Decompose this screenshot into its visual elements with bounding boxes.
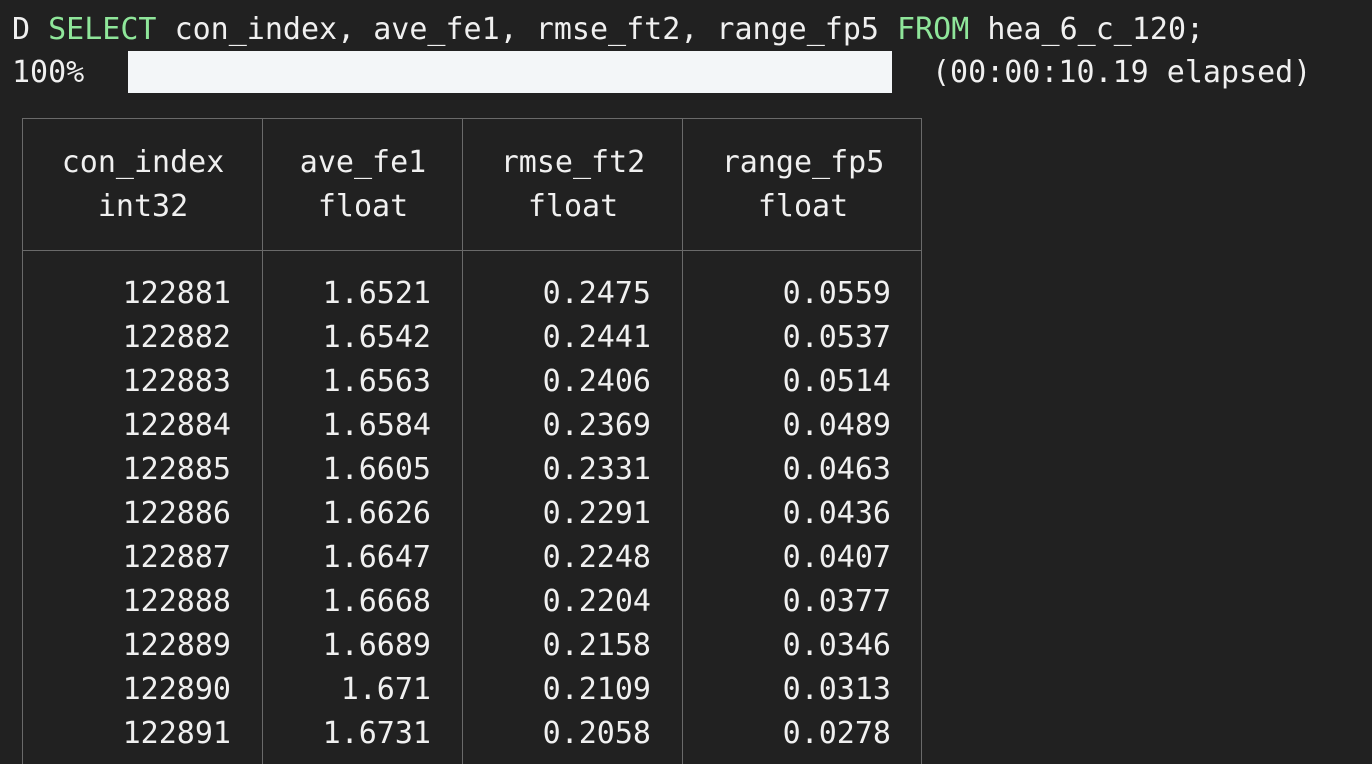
table-cell: 0.0537 — [782, 320, 891, 355]
table-cell: 0.2204 — [542, 584, 651, 619]
column-name: ave_fe1 — [299, 145, 427, 180]
select-columns: con_index, ave_fe1, rmse_ft2, range_fp5 — [174, 12, 879, 47]
table-cell: 0.0463 — [782, 452, 891, 487]
table-cell: 1.6626 — [322, 496, 431, 531]
table-cell: 0.0559 — [782, 276, 891, 311]
column-type: float — [527, 189, 619, 224]
table-cell: 0.2406 — [542, 364, 651, 399]
table-cell: 122891 — [122, 716, 231, 751]
column-type: float — [757, 189, 849, 224]
column-name: rmse_ft2 — [500, 145, 646, 180]
table-cell: 122887 — [122, 540, 231, 575]
sql-command-line: D SELECT con_index, ave_fe1, rmse_ft2, r… — [12, 8, 1204, 52]
table-cell: 122888 — [122, 584, 231, 619]
select-keyword: SELECT — [48, 12, 157, 47]
elapsed-time: (00:00:10.19 elapsed) — [932, 55, 1312, 90]
table-cell: 122881 — [122, 276, 231, 311]
table-cell: 122882 — [122, 320, 231, 355]
table-cell: 0.2475 — [542, 276, 651, 311]
table-cell: 1.6563 — [322, 364, 431, 399]
table-cell: 0.0489 — [782, 408, 891, 443]
from-keyword: FROM — [897, 12, 970, 47]
table-cell: 122884 — [122, 408, 231, 443]
table-cell: 1.6605 — [322, 452, 431, 487]
table-cell: 1.6521 — [322, 276, 431, 311]
table-cell: 122885 — [122, 452, 231, 487]
column-type: float — [317, 189, 409, 224]
table-name: hea_6_c_120; — [987, 12, 1205, 47]
table-cell: 1.6584 — [322, 408, 431, 443]
column-divider — [682, 119, 683, 764]
table-cell: 0.0346 — [782, 628, 891, 663]
progress-percent: 100% — [12, 55, 85, 90]
table-cell: 0.0278 — [782, 716, 891, 751]
table-cell: 0.2331 — [542, 452, 651, 487]
table-cell: 1.6542 — [322, 320, 431, 355]
column-type: int32 — [97, 189, 189, 224]
table-cell: 1.6668 — [322, 584, 431, 619]
column-header-con-index: con_index int32 — [23, 141, 263, 229]
table-cell: 0.0436 — [782, 496, 891, 531]
column-name: con_index — [61, 145, 225, 180]
progress-bar — [128, 51, 892, 93]
column-divider — [462, 119, 463, 764]
progress-bar-fill — [128, 51, 892, 93]
column-divider — [262, 119, 263, 764]
table-cell: 0.0313 — [782, 672, 891, 707]
table-cell: 0.2291 — [542, 496, 651, 531]
header-divider — [23, 250, 921, 251]
table-cell: 0.0407 — [782, 540, 891, 575]
table-cell: 0.0514 — [782, 364, 891, 399]
table-cell: 0.2248 — [542, 540, 651, 575]
table-cell: 1.671 — [340, 672, 431, 707]
table-cell: 0.2369 — [542, 408, 651, 443]
table-cell: 1.6731 — [322, 716, 431, 751]
table-cell: 122890 — [122, 672, 231, 707]
table-cell: 122886 — [122, 496, 231, 531]
table-cell: 0.2058 — [542, 716, 651, 751]
table-cell: 122883 — [122, 364, 231, 399]
table-cell: 1.6647 — [322, 540, 431, 575]
table-cell: 0.2441 — [542, 320, 651, 355]
table-cell: 122889 — [122, 628, 231, 663]
table-cell: 0.0377 — [782, 584, 891, 619]
table-cell: 0.2109 — [542, 672, 651, 707]
prompt-symbol: D — [12, 12, 31, 47]
result-table: con_index int32 ave_fe1 float rmse_ft2 float r… — [22, 118, 922, 764]
table-cell: 0.2158 — [542, 628, 651, 663]
column-name: range_fp5 — [721, 145, 885, 180]
table-cell: 1.6689 — [322, 628, 431, 663]
